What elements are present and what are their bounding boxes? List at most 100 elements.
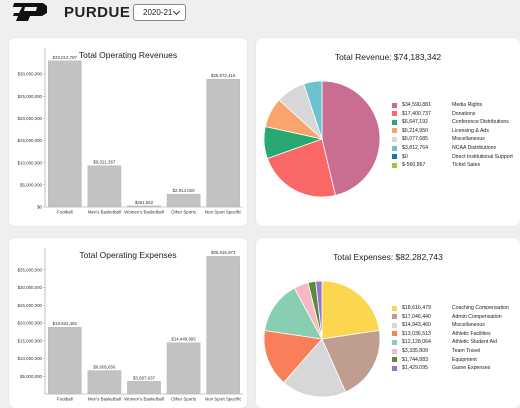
legend-value: $6,214,950 (402, 127, 428, 134)
legend-label: Admin Compensation (452, 313, 502, 320)
legend-label: Game Expenses (452, 365, 491, 372)
legend-label: Direct Institutional Support (452, 153, 513, 160)
y-tick-label: $10,000,000 (18, 356, 43, 361)
y-tick-label: $35,000,000 (18, 267, 43, 272)
revenue-legend-item-licensing-ads[interactable]: $6,214,950 Licensing & Ads (392, 127, 520, 135)
legend-value: $13,036,513 (402, 330, 431, 337)
legend-swatch (392, 111, 397, 117)
legend-label: Donations (452, 110, 476, 117)
expenses-legend-item-game-expenses[interactable]: $1,429,095 Game Expenses (392, 364, 520, 372)
legend-swatch (392, 339, 397, 345)
legend-swatch (392, 348, 397, 354)
legend-value: $34,590,881 (402, 102, 431, 108)
legend-swatch (392, 322, 397, 328)
category-label-women-s-basketball: Women's Basketball (124, 397, 164, 402)
bar-non-sport-specific[interactable] (206, 256, 240, 395)
category-label-men-s-basketball: Men's Basketball (88, 210, 121, 215)
expenses-legend-item-coaching-compensation[interactable]: $18,616,479 Coaching Compensation (392, 304, 520, 312)
legend-swatch (392, 145, 397, 151)
y-tick-label: $15,000,000 (18, 138, 43, 143)
data-label-men-s-basketball: $6,605,656 (93, 365, 116, 370)
bar-football[interactable] (48, 327, 82, 395)
revenue-slice-donations[interactable] (266, 138, 336, 198)
legend-swatch (392, 365, 397, 371)
y-tick-label: $30,000,000 (18, 285, 43, 290)
legend-label: Athletic Facilities (452, 330, 491, 337)
revenue-legend-item-ticket-sales[interactable]: $-560,867 Ticket Sales (392, 161, 520, 169)
total-revenue-card: Total Revenue: $74,183,342 $34,590,881 Me… (256, 38, 520, 226)
legend-value: $3,812,764 (402, 145, 428, 151)
expenses-slice-game-expenses[interactable] (315, 280, 323, 340)
total-expenses-title: Total Expenses: $82,282,743 (333, 252, 443, 262)
expenses-legend-item-equipment[interactable]: $1,744,883 Equipment (392, 356, 520, 364)
legend-value: $6,077,685 (402, 136, 428, 143)
legend-swatch (392, 119, 397, 125)
total-expenses-legend: $18,616,479 Coaching Compensation $17,046,… (392, 304, 520, 384)
data-label-other-sports: $14,449,995 (171, 337, 196, 342)
purdue-logo-icon[interactable] (10, 2, 50, 22)
expenses-slice-athletic-facilities[interactable] (263, 330, 323, 384)
data-label-football: $33,013,787 (53, 55, 78, 60)
season-select-value: 2020-21 (143, 8, 173, 17)
legend-label: Conference Distributions (452, 119, 509, 126)
expenses-slice-miscellaneous[interactable] (283, 338, 347, 398)
data-label-other-sports: $2,914,020 (173, 188, 196, 193)
bar-other-sports[interactable] (166, 193, 201, 208)
bar-women-s-basketball[interactable] (127, 205, 161, 208)
revenue-legend-item-direct-institutional-support[interactable]: $0 Direct Institutional Support (392, 153, 520, 161)
y-tick-label: $25,000,000 (18, 94, 43, 99)
y-tick-label: $5,000,000 (20, 374, 43, 379)
category-label-football: Football (57, 210, 73, 215)
expenses-legend-item-athletic-student-aid[interactable]: $12,128,064 Athletic Student Aid (392, 338, 520, 346)
y-tick-label: $20,000,000 (18, 321, 43, 326)
legend-swatch (392, 357, 397, 363)
revenue-legend-item-miscellaneous[interactable]: $6,077,685 Miscellaneous (392, 135, 520, 143)
y-tick-label: $10,000,000 (18, 160, 43, 165)
revenue-legend-item-conference-distributions[interactable]: $6,647,192 Conference Distributions (392, 118, 520, 126)
legend-value: $17,046,440 (402, 313, 431, 320)
data-label-women-s-basketball: $3,587,637 (133, 375, 156, 380)
bar-football[interactable] (48, 60, 82, 208)
chevron-down-icon (172, 7, 181, 16)
legend-value: $1,744,883 (402, 356, 428, 363)
revenue-legend-item-ncaa-distributions[interactable]: $3,812,764 NCAA Distributions (392, 144, 520, 152)
legend-label: Licensing & Ads (452, 127, 489, 134)
revenue-legend-item-media-rights[interactable]: $34,590,881 Media Rights (392, 101, 520, 109)
y-tick-label: $5,000,000 (20, 182, 43, 187)
revenue-slice-ncaa-distributions[interactable] (303, 80, 323, 140)
bar-non-sport-specific[interactable] (206, 78, 240, 208)
operating-revenues-card: Total Operating Revenues $0 $5,000,000 $10… (9, 38, 247, 226)
legend-label: Miscellaneous (452, 136, 485, 143)
data-label-non-sport-specific: $28,872,416 (211, 73, 236, 78)
category-label-non-sport-specific: Non Sport Specific (205, 210, 242, 215)
legend-label: Equipment (452, 356, 477, 363)
legend-swatch (392, 314, 397, 320)
expenses-slice-coaching-compensation[interactable] (321, 280, 380, 340)
bar-men-s-basketball[interactable] (87, 165, 122, 208)
expenses-legend-item-admin-compensation[interactable]: $17,046,440 Admin Compensation (392, 313, 520, 321)
legend-swatch (392, 128, 397, 134)
bar-women-s-basketball[interactable] (127, 381, 161, 395)
revenue-legend-item-donations[interactable]: $17,400,737 Donations (392, 110, 520, 118)
operating-revenues-chart: $0 $5,000,000 $10,000,000 $15,000,000 $20,00… (18, 48, 243, 215)
y-tick-label: $25,000,000 (18, 303, 43, 308)
season-select[interactable]: 2020-21 (133, 4, 186, 21)
expenses-legend-item-athletic-facilities[interactable]: $13,036,513 Athletic Facilities (392, 330, 520, 338)
y-tick-label: $0 (37, 205, 42, 210)
category-label-other-sports: Other Sports (171, 397, 197, 402)
legend-swatch (392, 102, 397, 108)
revenue-slice-media-rights[interactable] (321, 80, 381, 196)
legend-label: Miscellaneous (452, 322, 485, 329)
legend-value: $3,335,809 (402, 348, 428, 354)
expenses-slice-athletic-student-aid[interactable] (264, 287, 323, 340)
total-revenue-title: Total Revenue: $74,183,342 (334, 52, 442, 62)
operating-expenses-title: Total Operating Expenses (79, 250, 177, 260)
data-label-women-s-basketball: $261,552 (135, 200, 154, 205)
bar-other-sports[interactable] (166, 342, 201, 395)
expenses-slice-admin-compensation[interactable] (321, 329, 381, 393)
expenses-legend-item-team-travel[interactable]: $3,335,809 Team Travel (392, 347, 520, 355)
expenses-legend-item-miscellaneous[interactable]: $14,943,460 Miscellaneous (392, 321, 520, 329)
bar-men-s-basketball[interactable] (87, 370, 122, 395)
legend-swatch (392, 305, 397, 311)
legend-value: $18,616,479 (402, 305, 431, 311)
